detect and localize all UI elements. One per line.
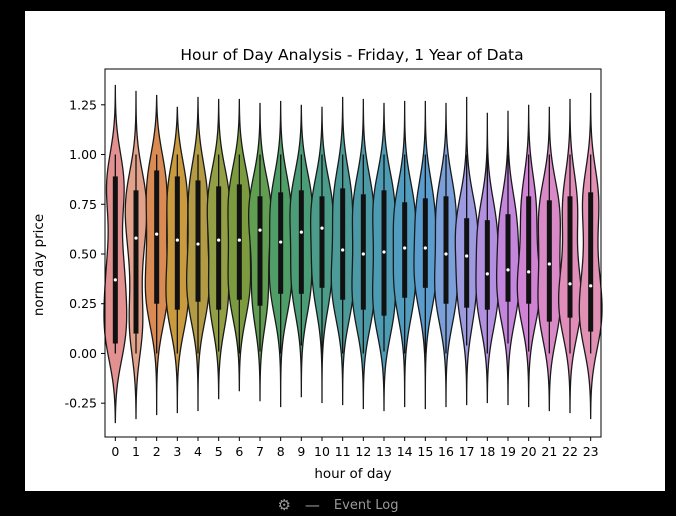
x-tick-label: 5 xyxy=(215,444,223,459)
bottom-toolbar: ⚙ — Event Log xyxy=(0,494,676,516)
iqr-box-15 xyxy=(422,198,428,288)
median-point-11 xyxy=(341,248,345,252)
median-point-0 xyxy=(113,278,117,282)
y-axis-ticks: -0.25 0.00 0.25 0.50 0.75 1.00 1.25 xyxy=(65,97,105,411)
x-tick-label: 7 xyxy=(256,444,264,459)
x-tick-label: 2 xyxy=(153,444,161,459)
median-point-7 xyxy=(258,228,262,232)
x-tick-label: 21 xyxy=(541,444,557,459)
iqr-box-22 xyxy=(567,196,573,318)
x-tick-label: 0 xyxy=(111,444,119,459)
y-tick-label: 0.25 xyxy=(69,296,97,311)
x-tick-label: 4 xyxy=(194,444,202,459)
iqr-box-10 xyxy=(319,196,325,288)
x-tick-label: 6 xyxy=(235,444,243,459)
plot-frame xyxy=(104,68,602,438)
gear-icon[interactable]: ⚙ xyxy=(277,496,291,514)
iqr-box-20 xyxy=(526,196,532,304)
x-tick-label: 20 xyxy=(521,444,537,459)
x-tick-label: 13 xyxy=(376,444,392,459)
median-point-14 xyxy=(403,246,407,250)
iqr-box-3 xyxy=(174,176,180,310)
iqr-box-0 xyxy=(112,176,118,344)
median-point-17 xyxy=(465,254,469,258)
iqr-box-4 xyxy=(195,180,201,302)
median-point-5 xyxy=(217,238,221,242)
x-tick-label: 8 xyxy=(277,444,285,459)
median-point-1 xyxy=(134,236,138,240)
x-tick-label: 12 xyxy=(355,444,371,459)
x-tick-label: 22 xyxy=(562,444,578,459)
median-point-4 xyxy=(196,242,200,246)
chart-title: Hour of Day Analysis - Friday, 1 Year of… xyxy=(180,46,523,64)
median-point-2 xyxy=(155,232,159,236)
iqr-box-7 xyxy=(257,196,263,306)
iqr-box-2 xyxy=(154,170,160,304)
y-tick-label: 0.50 xyxy=(69,246,97,261)
median-point-20 xyxy=(527,270,531,274)
median-point-23 xyxy=(589,284,593,288)
figure: Hour of Day Analysis - Friday, 1 Year of… xyxy=(25,11,665,491)
median-point-16 xyxy=(444,252,448,256)
median-point-9 xyxy=(299,230,303,234)
iqr-box-23 xyxy=(588,192,594,332)
y-tick-label: 0.00 xyxy=(69,346,97,361)
y-tick-label: 0.75 xyxy=(69,197,97,212)
iqr-box-11 xyxy=(340,188,346,300)
x-tick-label: 19 xyxy=(500,444,516,459)
iqr-box-19 xyxy=(505,214,511,302)
iqr-box-1 xyxy=(133,190,139,334)
iqr-box-21 xyxy=(546,200,552,322)
x-axis-label: hour of day xyxy=(314,466,391,482)
y-tick-label: 1.00 xyxy=(69,147,97,162)
x-tick-label: 23 xyxy=(583,444,599,459)
x-tick-label: 16 xyxy=(438,444,454,459)
x-tick-label: 14 xyxy=(397,444,413,459)
median-point-12 xyxy=(361,252,365,256)
x-tick-label: 3 xyxy=(173,444,181,459)
chart: Hour of Day Analysis - Friday, 1 Year of… xyxy=(31,46,603,482)
inner-boxes xyxy=(112,154,594,354)
x-tick-label: 9 xyxy=(297,444,305,459)
median-point-3 xyxy=(175,238,179,242)
x-tick-label: 11 xyxy=(335,444,351,459)
median-point-6 xyxy=(237,238,241,242)
x-axis-ticks: 0 1 2 3 4 5 6 7 8 9 10 11 12 13 14 15 16 17 18 19 20 21 22 23 xyxy=(111,437,599,459)
x-tick-label: 17 xyxy=(459,444,475,459)
event-log-button[interactable]: Event Log xyxy=(333,497,399,513)
median-point-8 xyxy=(279,240,283,244)
x-tick-label: 1 xyxy=(132,444,140,459)
x-tick-label: 15 xyxy=(417,444,433,459)
y-tick-label: 1.25 xyxy=(69,97,97,112)
iqr-box-5 xyxy=(216,186,222,310)
median-point-15 xyxy=(423,246,427,250)
iqr-box-18 xyxy=(484,220,490,310)
x-tick-label: 10 xyxy=(314,444,330,459)
y-axis-label: norm day price xyxy=(31,214,47,316)
median-point-18 xyxy=(485,272,489,276)
iqr-box-16 xyxy=(443,196,449,304)
y-tick-label: -0.25 xyxy=(65,396,97,411)
median-point-21 xyxy=(547,262,551,266)
median-point-19 xyxy=(506,268,510,272)
x-tick-label: 18 xyxy=(479,444,495,459)
iqr-box-17 xyxy=(464,218,470,308)
median-point-22 xyxy=(568,282,572,286)
minimize-icon[interactable]: — xyxy=(304,496,320,514)
median-point-13 xyxy=(382,250,386,254)
iqr-box-9 xyxy=(298,190,304,294)
iqr-box-6 xyxy=(236,184,242,300)
median-point-10 xyxy=(320,226,324,230)
iqr-box-14 xyxy=(402,202,408,298)
iqr-box-12 xyxy=(360,194,366,310)
